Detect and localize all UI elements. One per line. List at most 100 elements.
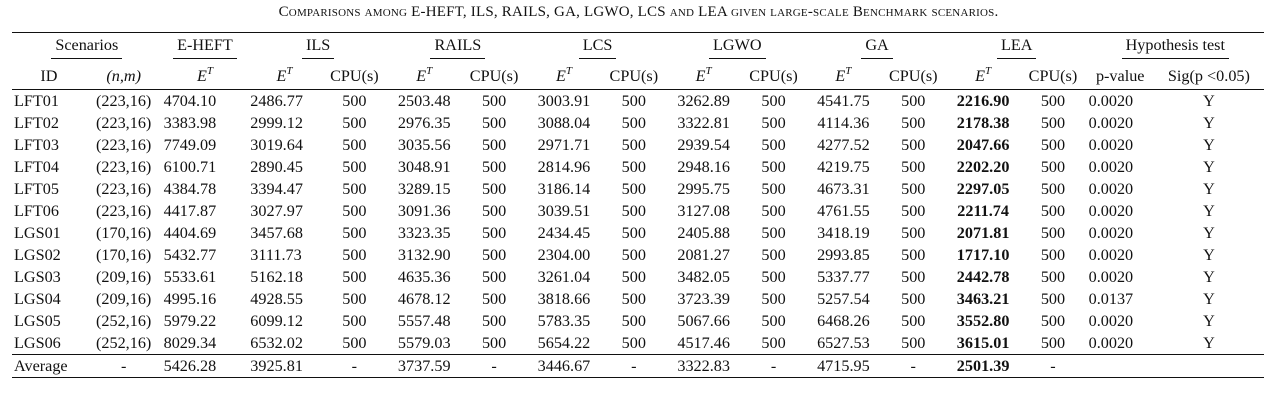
cell-ils-cpu: 500 — [342, 246, 367, 264]
cell-nm: (223,16) — [96, 136, 152, 154]
cell-lcs: 3261.04 — [537, 268, 591, 286]
cell-lgwo-cpu: 500 — [761, 268, 786, 286]
cell-lea: 1717.10 — [956, 246, 1010, 264]
cell-eheft: 5979.22 — [163, 312, 217, 330]
subheader-cpu: CPU(s) — [739, 62, 808, 90]
cell-lgwo: 2948.16 — [677, 158, 730, 176]
table-row: LGS06 (252,16) 8029.34 6532.02 500 5579.03 500… — [12, 332, 1264, 355]
cell-ga-cpu: 500 — [901, 158, 926, 176]
cell-pvalue: 0.0137 — [1088, 290, 1134, 308]
cell-lgwo: 5067.66 — [677, 312, 730, 330]
average-row: Average -5426.28 3925.81-3737.59-3446.67-3… — [12, 354, 1264, 378]
cell-rails: 3737.59 — [388, 354, 461, 378]
cell-rails-cpu: 500 — [481, 180, 507, 198]
cell-lgwo-cpu: - — [739, 354, 808, 378]
cell-lcs-cpu: 500 — [621, 114, 646, 132]
cell-ga-cpu: 500 — [901, 202, 926, 220]
cell-lcs-cpu: 500 — [621, 202, 646, 220]
cell-sig: Y — [1203, 136, 1215, 154]
cell-rails: 4635.36 — [397, 268, 451, 286]
cell-lea: 2501.39 — [946, 354, 1020, 378]
subheader-et: ET — [527, 62, 601, 90]
cell-id: LFT03 — [14, 136, 59, 154]
table-row: LFT02 (223,16) 3383.98 2999.12 500 2976.35 500… — [12, 112, 1264, 134]
table-row: LGS02 (170,16) 5432.77 3111.73 500 3132.90 500… — [12, 244, 1264, 266]
cell-ils: 3925.81 — [248, 354, 321, 378]
cell-lcs: 3088.04 — [537, 114, 591, 132]
cell-rails: 5579.03 — [397, 334, 451, 352]
cell-rails-cpu: 500 — [481, 312, 507, 330]
cell-lgwo-cpu: 500 — [761, 312, 786, 330]
cell-lcs-cpu: 500 — [621, 268, 646, 286]
cell-eheft: 6100.71 — [163, 158, 217, 176]
cell-rails-cpu: 500 — [481, 136, 507, 154]
cell-rails-cpu: 500 — [481, 334, 507, 352]
cell-nm: (252,16) — [96, 312, 152, 330]
subheader-et: ET — [248, 62, 321, 90]
table-row: LGS05 (252,16) 5979.22 6099.12 500 5557.48 500… — [12, 310, 1264, 332]
subheader-et: ET — [161, 62, 249, 90]
cell-ils-cpu: - — [320, 354, 389, 378]
cell-lcs: 3186.14 — [537, 180, 591, 198]
cell-nm: (223,16) — [96, 158, 152, 176]
cell-rails: 3323.35 — [397, 224, 451, 242]
cell-eheft: 4404.69 — [163, 224, 217, 242]
cell-lea: 2211.74 — [957, 202, 1009, 220]
header-lea: LEA — [946, 32, 1087, 62]
cell-id: LGS02 — [14, 246, 61, 264]
cell-lea-cpu: 500 — [1040, 268, 1066, 286]
subheader-cpu: CPU(s) — [600, 62, 668, 90]
cell-lcs: 3818.66 — [537, 290, 591, 308]
cell-ils-cpu: 500 — [342, 180, 367, 198]
cell-ga-cpu: 500 — [901, 136, 926, 154]
cell-lcs: 2971.71 — [537, 136, 591, 154]
cell-sig: Y — [1203, 224, 1215, 242]
cell-pvalue: 0.0020 — [1088, 268, 1134, 286]
cell-id: LGS03 — [14, 268, 61, 286]
cell-eheft: 5426.28 — [161, 354, 249, 378]
cell-lgwo-cpu: 500 — [761, 334, 786, 352]
cell-id: LGS01 — [14, 224, 61, 242]
cell-lgwo: 2081.27 — [677, 246, 730, 264]
sub-header-row: ID (n,m) ET ET CPU(s) ET CPU(s) ET CPU(s… — [12, 62, 1264, 90]
cell-sig: Y — [1203, 202, 1215, 220]
subheader-sig: Sig(p <0.05) — [1153, 62, 1264, 90]
cell-lcs: 5654.22 — [537, 334, 591, 352]
cell-lea-cpu: 500 — [1040, 136, 1066, 154]
cell-ils-cpu: 500 — [342, 224, 367, 242]
cell-ga: 4277.52 — [817, 136, 870, 154]
cell-lgwo-cpu: 500 — [761, 290, 786, 308]
cell-eheft: 8029.34 — [163, 334, 217, 352]
cell-lea-cpu: 500 — [1040, 334, 1066, 352]
cell-lea: 2442.78 — [956, 268, 1010, 286]
cell-id: LFT05 — [14, 180, 59, 198]
cell-ils-cpu: 500 — [342, 312, 367, 330]
cell-lgwo: 3322.83 — [667, 354, 740, 378]
cell-rails-cpu: 500 — [481, 158, 507, 176]
table-row: LFT04 (223,16) 6100.71 2890.45 500 3048.91 500… — [12, 156, 1264, 178]
cell-rails-cpu: 500 — [481, 92, 507, 110]
cell-pvalue: 0.0020 — [1088, 180, 1134, 198]
cell-nm: (223,16) — [96, 202, 152, 220]
cell-ga-cpu: - — [879, 354, 947, 378]
cell-rails: 3132.90 — [397, 246, 451, 264]
table-row: LFT01 (223,16) 4704.10 2486.77 500 2503.48 500… — [12, 90, 1264, 113]
cell-lcs: 5783.35 — [537, 312, 591, 330]
header-lcs: LCS — [527, 32, 668, 62]
header-rails: RAILS — [388, 32, 528, 62]
cell-nm: (170,16) — [96, 246, 152, 264]
cell-rails-cpu: 500 — [481, 202, 507, 220]
cell-ils-cpu: 500 — [342, 114, 367, 132]
cell-ga-cpu: 500 — [901, 224, 926, 242]
cell-lcs: 2814.96 — [537, 158, 591, 176]
header-group-row: Scenarios E-HEFT ILS RAILS LCS LGWO GA L… — [12, 32, 1264, 62]
cell-lgwo: 3262.89 — [677, 92, 730, 110]
cell-ga: 3418.19 — [817, 224, 870, 242]
cell-nm: (223,16) — [96, 114, 152, 132]
cell-lgwo-cpu: 500 — [761, 224, 786, 242]
cell-lea: 3463.21 — [956, 290, 1010, 308]
cell-eheft: 3383.98 — [163, 114, 217, 132]
cell-id: LGS04 — [14, 290, 61, 308]
cell-lea-cpu: - — [1019, 354, 1087, 378]
cell-lea-cpu: 500 — [1040, 246, 1066, 264]
